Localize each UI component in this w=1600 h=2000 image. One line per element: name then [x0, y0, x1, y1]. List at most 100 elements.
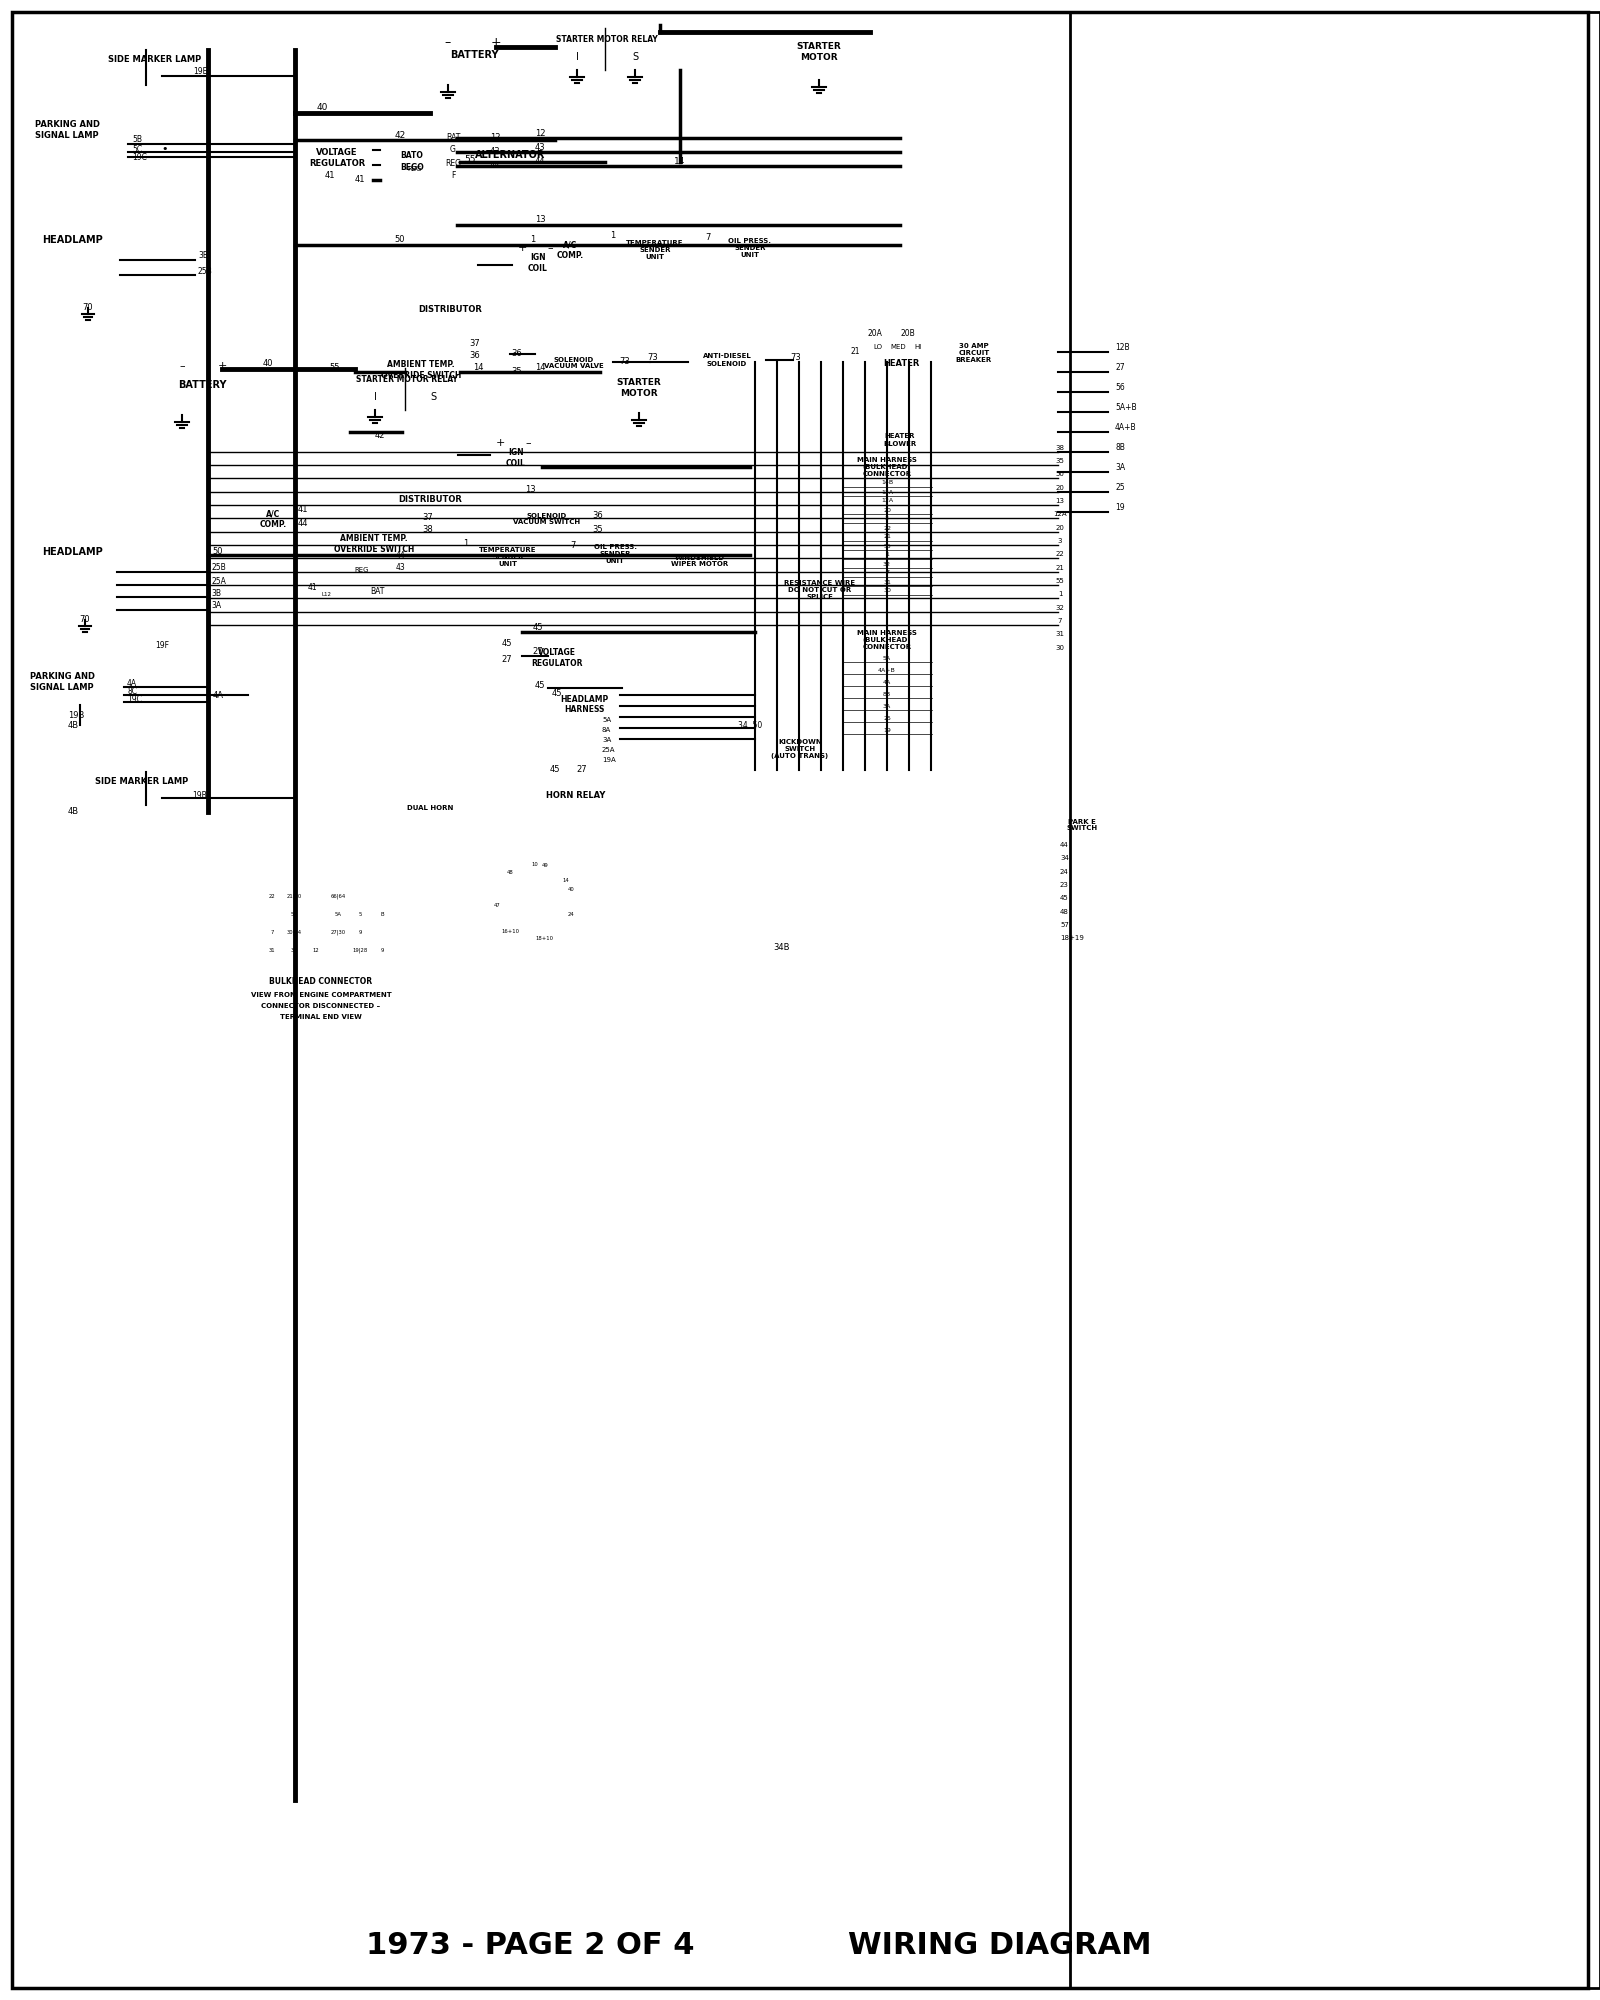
Circle shape	[563, 882, 578, 896]
Text: +: +	[491, 36, 501, 50]
Text: 13: 13	[534, 216, 546, 224]
Text: 1: 1	[1058, 592, 1062, 596]
Text: 3: 3	[885, 516, 890, 522]
Bar	[285, 908, 302, 924]
Text: BAT: BAT	[446, 134, 461, 142]
Bar	[541, 770, 611, 822]
Circle shape	[413, 786, 437, 810]
Text: 25A: 25A	[602, 746, 616, 752]
Bar	[106, 694, 125, 702]
Text: 38: 38	[1056, 446, 1064, 452]
Text: HARNESS: HARNESS	[563, 706, 605, 714]
Bar	[262, 924, 282, 942]
Text: 32: 32	[291, 948, 298, 952]
Text: 19|28: 19|28	[352, 948, 368, 952]
Bar	[307, 908, 325, 924]
Circle shape	[318, 588, 334, 604]
Bar	[355, 368, 461, 410]
Text: 25: 25	[883, 716, 891, 720]
Text: 43: 43	[395, 564, 405, 572]
Circle shape	[56, 238, 120, 302]
Text: –: –	[179, 360, 186, 372]
Text: 9: 9	[358, 930, 362, 934]
Circle shape	[82, 128, 101, 150]
Bar	[349, 562, 376, 578]
Text: 43: 43	[534, 142, 546, 152]
Bar	[262, 888, 282, 904]
Text: STARTER MOTOR RELAY: STARTER MOTOR RELAY	[557, 36, 658, 44]
Text: HEADLAMP: HEADLAMP	[560, 696, 608, 704]
Bar	[688, 334, 766, 384]
Circle shape	[526, 892, 544, 912]
Circle shape	[504, 924, 517, 938]
Text: WIRING DIAGRAM: WIRING DIAGRAM	[848, 1930, 1152, 1960]
Circle shape	[67, 564, 102, 600]
Bar	[130, 786, 162, 804]
Circle shape	[426, 440, 435, 450]
Bar	[430, 30, 518, 84]
Text: IGN
COIL: IGN COIL	[506, 448, 526, 468]
Text: 50: 50	[395, 236, 405, 244]
Text: BAT: BAT	[370, 588, 384, 596]
Text: 27|30: 27|30	[331, 930, 346, 934]
Circle shape	[440, 450, 450, 460]
Circle shape	[435, 468, 445, 478]
Text: 3A: 3A	[883, 704, 891, 708]
Text: 1: 1	[530, 236, 536, 244]
Text: 44: 44	[1059, 842, 1069, 848]
Text: –: –	[445, 36, 451, 50]
Text: OIL PRESS.
SENDER
UNIT: OIL PRESS. SENDER UNIT	[728, 238, 771, 258]
Text: HEADLAMP: HEADLAMP	[42, 234, 102, 244]
Circle shape	[491, 42, 501, 52]
Text: 42: 42	[374, 430, 386, 440]
Circle shape	[410, 450, 419, 460]
Text: VIEW FROM ENGINE COMPARTMENT: VIEW FROM ENGINE COMPARTMENT	[251, 992, 392, 998]
Text: 12A: 12A	[882, 498, 893, 504]
Text: HEATER
BLOWER: HEATER BLOWER	[883, 434, 917, 446]
Text: ALTERNATOR: ALTERNATOR	[475, 150, 546, 160]
Text: ANTI-DIESEL
SOLENOID: ANTI-DIESEL SOLENOID	[702, 354, 752, 366]
Text: 49: 49	[541, 862, 549, 868]
Text: STARTER
MOTOR: STARTER MOTOR	[616, 378, 661, 398]
Bar	[555, 28, 661, 70]
Bar	[661, 532, 739, 590]
Circle shape	[426, 804, 450, 828]
Text: HEADLAMP: HEADLAMP	[42, 546, 102, 556]
Text: MAIN HARNESS
(BULKHEAD)
CONNECTOR: MAIN HARNESS (BULKHEAD) CONNECTOR	[858, 630, 917, 650]
Bar	[248, 500, 298, 538]
Circle shape	[53, 550, 117, 614]
Text: 16+10: 16+10	[501, 928, 520, 934]
Text: SIDE MARKER LAMP: SIDE MARKER LAMP	[94, 778, 189, 786]
Text: 45: 45	[533, 622, 544, 632]
Text: 27: 27	[533, 646, 544, 656]
Text: 31: 31	[269, 948, 275, 952]
Text: 3A: 3A	[1115, 464, 1125, 472]
Text: TEMPERATURE
SENDER
UNIT: TEMPERATURE SENDER UNIT	[480, 546, 536, 568]
Text: 40: 40	[317, 102, 328, 112]
Text: +: +	[218, 360, 227, 372]
Text: 13: 13	[525, 486, 536, 494]
Text: 25B: 25B	[198, 266, 213, 276]
Text: WINDSHIELD
WIPER MOTOR: WINDSHIELD WIPER MOTOR	[672, 554, 728, 568]
Text: PARKING AND
SIGNAL LAMP: PARKING AND SIGNAL LAMP	[35, 120, 99, 140]
Text: +: +	[496, 438, 504, 448]
Text: 25A: 25A	[211, 576, 226, 586]
Circle shape	[528, 856, 542, 872]
Text: 20B: 20B	[901, 330, 915, 338]
Text: 41: 41	[325, 170, 336, 180]
Text: 5: 5	[358, 912, 362, 916]
Text: 19A: 19A	[602, 756, 616, 762]
Bar	[130, 66, 162, 84]
Text: •: •	[162, 144, 168, 154]
Bar	[160, 356, 245, 416]
Text: REG: REG	[408, 166, 422, 172]
Text: VOLTAGE
REGULATOR: VOLTAGE REGULATOR	[309, 148, 365, 168]
Bar	[307, 888, 325, 904]
Text: 23: 23	[1059, 882, 1069, 888]
Text: 7: 7	[885, 570, 890, 576]
Text: 47: 47	[494, 902, 501, 908]
Text: 14: 14	[563, 878, 570, 882]
Text: 73: 73	[790, 352, 802, 362]
Circle shape	[538, 858, 552, 872]
Text: 19C: 19C	[126, 696, 142, 704]
